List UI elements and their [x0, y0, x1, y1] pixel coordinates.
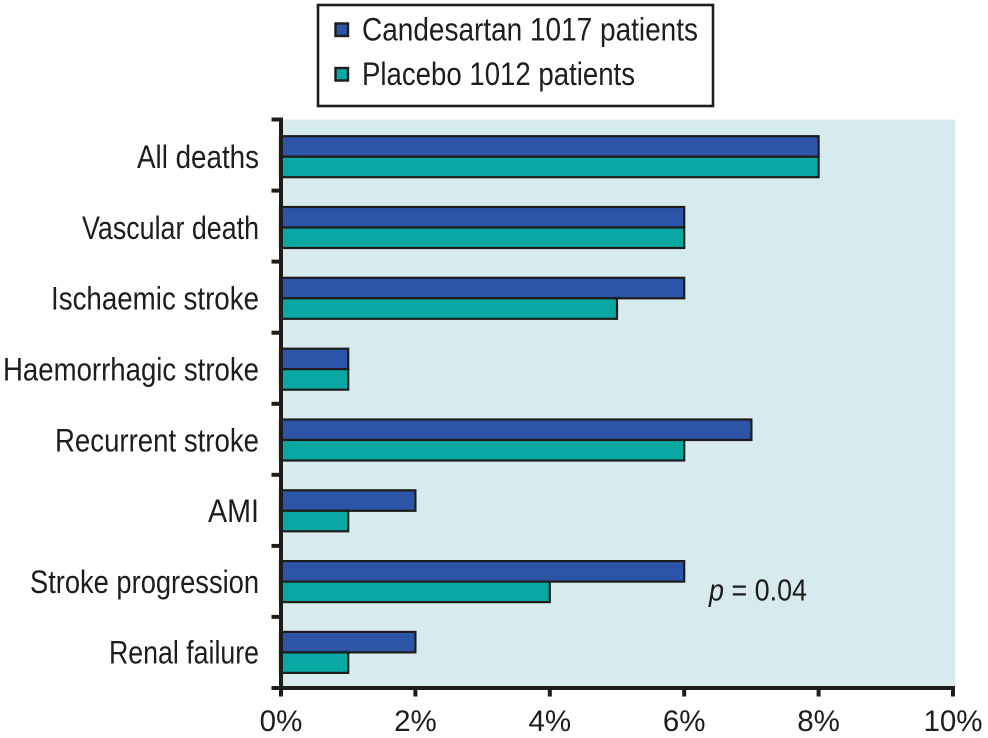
svg-text:Haemorrhagic stroke: Haemorrhagic stroke	[3, 352, 259, 388]
svg-text:Recurrent stroke: Recurrent stroke	[55, 422, 259, 458]
svg-text:Placebo 1012 patients: Placebo 1012 patients	[362, 56, 635, 92]
svg-text:2%: 2%	[394, 705, 437, 738]
svg-text:6%: 6%	[663, 705, 706, 738]
svg-text:All deaths: All deaths	[137, 139, 259, 175]
svg-text:Ischaemic stroke: Ischaemic stroke	[51, 281, 259, 317]
svg-text:0%: 0%	[260, 705, 303, 738]
svg-text:AMI: AMI	[208, 493, 259, 529]
svg-text:Vascular death: Vascular death	[82, 210, 259, 246]
svg-text:Stroke progression: Stroke progression	[30, 564, 259, 600]
svg-text:Candesartan 1017 patients: Candesartan 1017 patients	[362, 12, 698, 48]
svg-text:p = 0.04: p = 0.04	[708, 574, 807, 608]
svg-text:8%: 8%	[797, 705, 840, 738]
svg-text:4%: 4%	[528, 705, 571, 738]
svg-text:10%: 10%	[923, 705, 982, 738]
svg-text:Renal failure: Renal failure	[109, 635, 259, 671]
